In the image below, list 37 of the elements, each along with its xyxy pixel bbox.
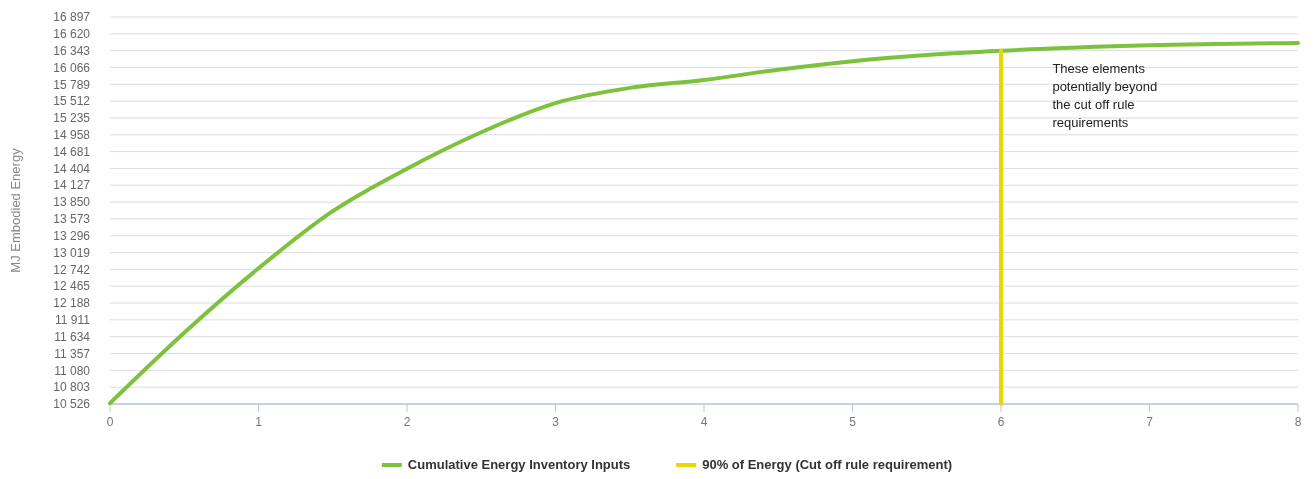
y-tick-label: 16 343 (53, 43, 91, 58)
y-tick-label: 12 188 (53, 296, 91, 311)
y-tick-label: 12 465 (53, 279, 91, 294)
y-tick-label: 11 911 (55, 313, 91, 328)
y-tick-label: 15 512 (53, 94, 91, 109)
x-tick-label: 1 (255, 415, 263, 429)
y-tick-label: 11 634 (54, 329, 91, 344)
y-tick-label: 11 357 (54, 346, 91, 361)
y-tick-label: 15 235 (53, 111, 91, 126)
y-tick-label: 11 080 (54, 363, 91, 378)
y-tick-label: 16 897 (53, 10, 91, 25)
x-tick-label: 6 (997, 415, 1005, 429)
x-tick-label: 2 (403, 415, 411, 429)
y-tick-label: 14 681 (53, 144, 91, 159)
y-axis-title: MJ Embodied Energy (8, 147, 23, 273)
y-tick-label: 10 803 (53, 380, 91, 395)
y-tick-label: 16 066 (53, 60, 91, 75)
x-tick-label: 3 (552, 415, 560, 429)
legend-label: Cumulative Energy Inventory Inputs (407, 457, 631, 472)
y-tick-label: 14 127 (53, 178, 91, 193)
y-tick-label: 13 573 (53, 212, 91, 227)
y-tick-label: 16 620 (53, 27, 91, 42)
y-tick-label: 12 742 (53, 262, 91, 277)
x-tick-label: 8 (1294, 415, 1302, 429)
x-tick-label: 0 (106, 415, 114, 429)
y-tick-label: 13 019 (53, 245, 91, 260)
y-tick-label: 13 850 (53, 195, 91, 210)
x-tick-label: 5 (849, 415, 857, 429)
y-tick-label: 13 296 (53, 228, 91, 243)
annotation: These elements potentially beyond the cut off rule requirements (1052, 60, 1158, 130)
y-tick-label: 10 526 (53, 397, 91, 412)
x-tick-label: 7 (1146, 415, 1154, 429)
y-tick-label: 14 404 (53, 161, 91, 176)
legend-label: 90% of Energy (Cut off rule requirement) (702, 457, 953, 472)
y-tick-label: 14 958 (53, 127, 91, 142)
y-tick-label: 15 789 (53, 77, 91, 92)
x-tick-label: 4 (700, 415, 708, 429)
